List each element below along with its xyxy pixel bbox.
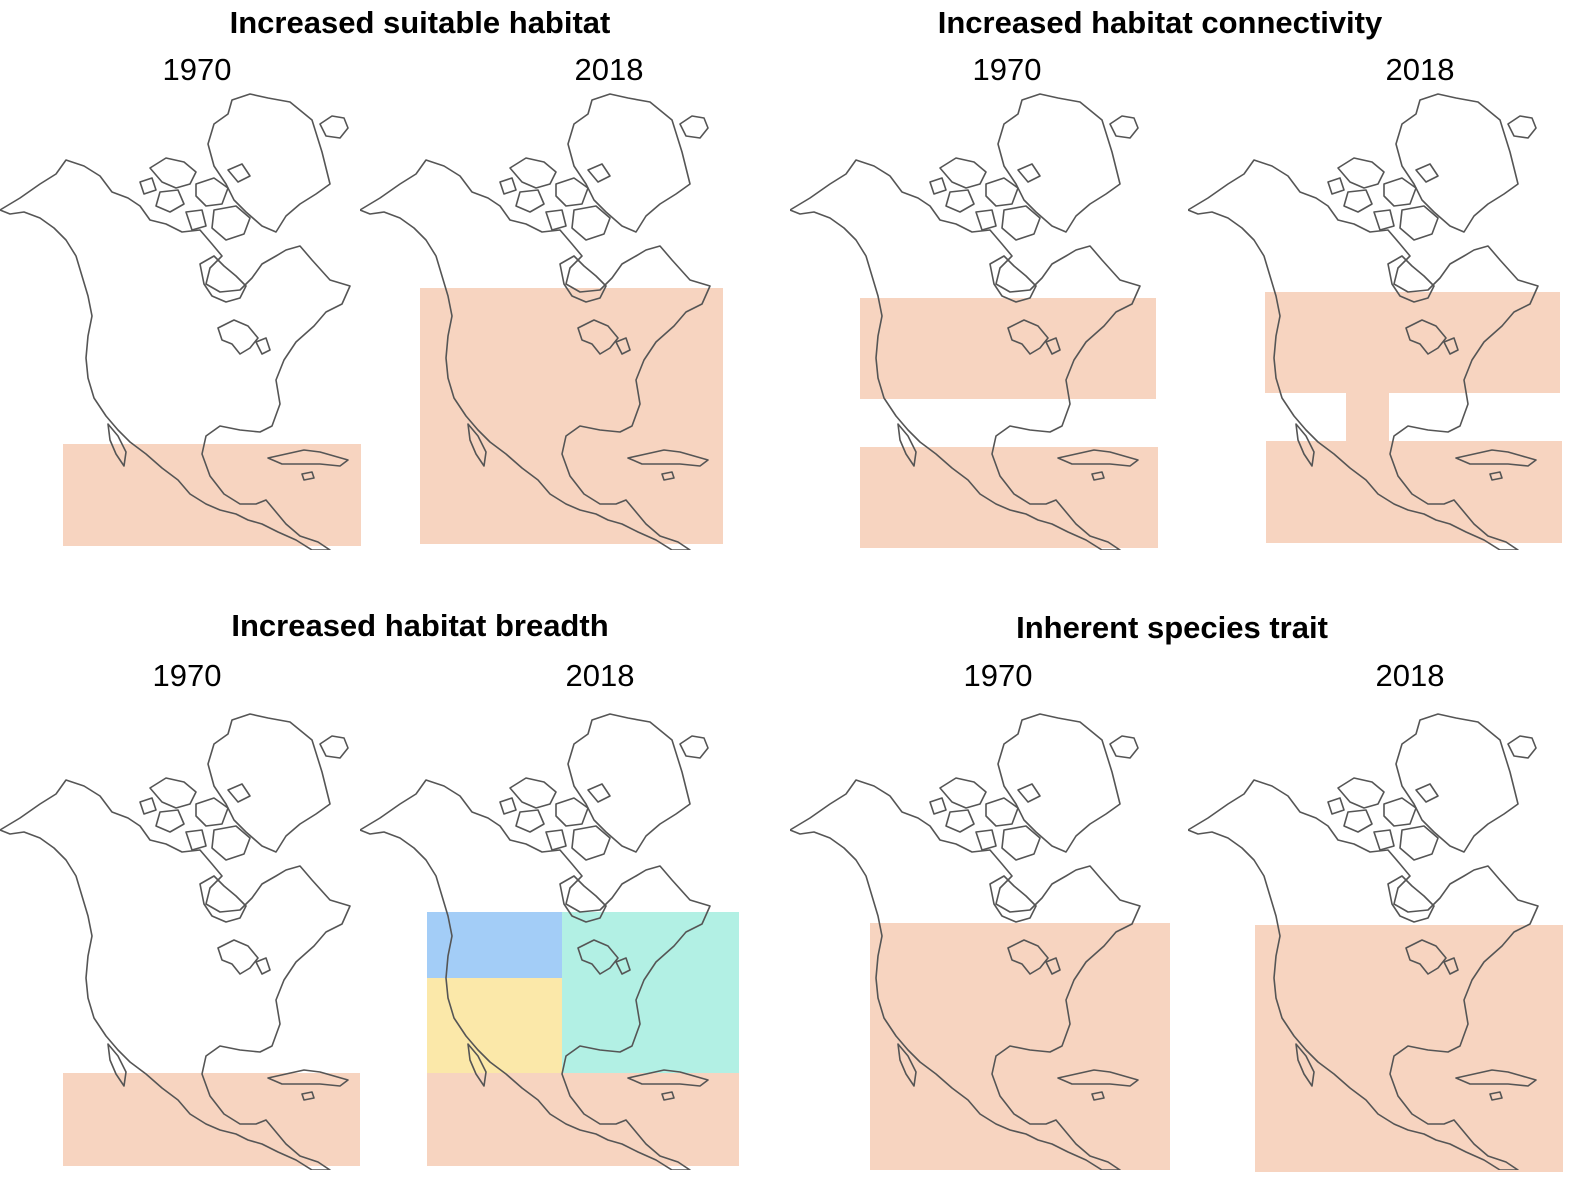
range-region [63, 444, 361, 546]
year-label-left: 1970 [162, 52, 232, 87]
panel-title: Inherent species trait [1016, 610, 1328, 645]
year-label-right: 2018 [565, 658, 635, 693]
range-region [420, 288, 723, 544]
range-region [870, 923, 1170, 1170]
year-label-right: 2018 [1385, 52, 1455, 87]
panel-title: Increased suitable habitat [229, 5, 611, 40]
year-label-left: 1970 [972, 52, 1042, 87]
range-region [63, 1073, 360, 1166]
year-label-left: 1970 [152, 658, 222, 693]
range-corridor [1346, 392, 1389, 442]
panel-title: Increased habitat breadth [231, 608, 609, 643]
panel-title: Increased habitat connectivity [937, 5, 1383, 40]
range-region [1266, 441, 1562, 543]
range-region [860, 298, 1156, 399]
north-america-map [790, 80, 1160, 550]
range-region [427, 1073, 739, 1166]
north-america-map [0, 80, 370, 550]
north-america-map [360, 80, 730, 550]
range-region [1265, 292, 1560, 393]
year-label-left: 1970 [963, 658, 1033, 693]
habitat-type-yellow [427, 978, 562, 1073]
year-label-right: 2018 [1375, 658, 1445, 693]
north-america-map [1188, 700, 1558, 1170]
north-america-map [0, 700, 370, 1170]
north-america-map [790, 700, 1160, 1170]
habitat-type-teal [562, 912, 739, 1073]
north-america-map [1188, 80, 1558, 550]
north-america-map [360, 700, 730, 1170]
year-label-right: 2018 [574, 52, 644, 87]
